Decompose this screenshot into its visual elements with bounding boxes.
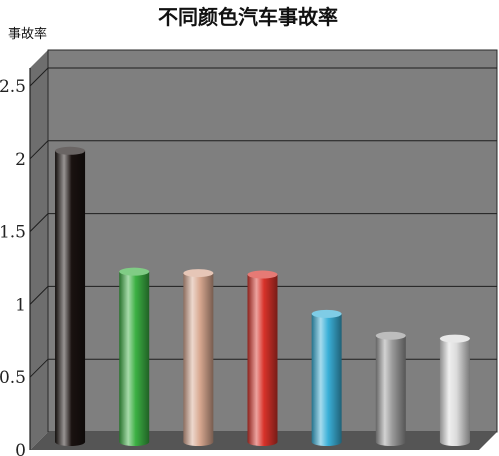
bar [247,270,278,446]
bar [183,269,214,446]
y-tick-label: 1 [15,295,26,315]
y-tick-label: 0.5 [0,368,26,388]
bar-body [247,274,278,446]
y-tick-label: 0 [15,441,26,456]
bar-top [247,270,278,279]
bar [439,334,470,446]
bar-body [439,338,470,446]
bar-top [311,309,342,318]
side-wall [30,50,48,450]
y-axis-label: 事故率 [8,26,47,42]
bar [55,146,86,446]
bar-top [55,146,86,155]
bar [311,309,342,446]
gridline [29,67,497,87]
y-tick-label: 1.5 [0,223,26,243]
bar-body [55,150,86,446]
gridline [29,358,497,378]
bar-body [119,271,150,446]
y-axis-ticks: 0 0.5 1 1.5 2 2.5 [0,77,26,456]
gridline [29,285,497,305]
gridline [29,213,497,232]
chart-title: 不同颜色汽车事故率 [158,5,338,29]
bar-top [119,267,150,276]
bar [375,331,406,446]
gridline [29,140,497,160]
bar-body [183,273,214,446]
bar-top [183,269,214,278]
bar-body [311,313,342,446]
y-tick-label: 2 [15,150,26,170]
bars [55,146,470,446]
gridlines [29,67,497,378]
y-tick-label: 2.5 [0,77,26,97]
bar-top [375,331,406,340]
bar-top [439,334,470,343]
bar-body [375,335,406,446]
bar [119,267,150,446]
